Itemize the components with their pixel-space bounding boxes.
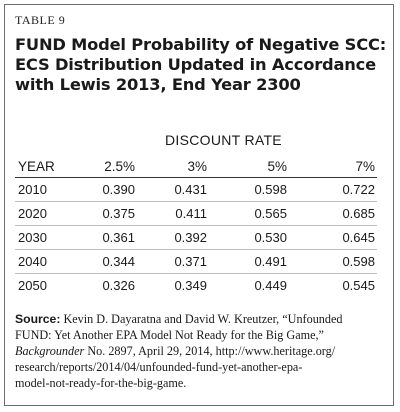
column-header-rate: 5%	[207, 155, 287, 178]
table-row: 2010 0.390 0.431 0.598 0.722	[15, 177, 377, 202]
value-cell: 0.431	[135, 177, 207, 202]
value-cell: 0.685	[287, 201, 377, 226]
value-cell: 0.326	[102, 278, 135, 293]
source-line: FUND: Yet Another EPA Model Not Ready fo…	[15, 328, 324, 342]
column-header-rate: 3%	[135, 155, 207, 178]
table-frame	[4, 4, 394, 406]
source-text: No. 2897, April 29, 2014, http://www.her…	[84, 344, 336, 358]
discount-rate-header: DISCOUNT RATE	[165, 132, 282, 148]
source-line: research/reports/2014/04/unfounded-fund-…	[15, 360, 303, 374]
value-cell: 0.598	[207, 177, 287, 202]
table-row: 2040 0.344 0.371 0.491 0.598	[15, 249, 377, 274]
value-cell: 0.349	[174, 278, 207, 293]
value-cell: 0.565	[207, 201, 287, 226]
year-cell: 2050	[18, 278, 47, 293]
year-cell: 2020	[15, 201, 75, 226]
value-cell: 0.722	[287, 177, 377, 202]
title-line: FUND Model Probability of Negative SCC:	[15, 35, 387, 54]
source-note: Source: Kevin D. Dayaratna and David W. …	[15, 311, 385, 391]
value-cell: 0.598	[287, 249, 377, 274]
title-line: ECS Distribution Updated in Accordance	[15, 55, 376, 74]
table-title: FUND Model Probability of Negative SCC: …	[15, 35, 387, 95]
value-cell: 0.545	[342, 278, 375, 293]
source-label: Source:	[15, 312, 61, 326]
year-cell: 2040	[15, 249, 75, 274]
value-cell: 0.530	[207, 225, 287, 250]
value-cell: 0.392	[135, 225, 207, 250]
table-row: 2050 0.326 0.349 0.449 0.545	[15, 274, 377, 298]
value-cell: 0.344	[75, 249, 135, 274]
table-row: 2030 0.361 0.392 0.530 0.645	[15, 225, 377, 250]
column-header-rate: 2.5%	[75, 155, 135, 178]
table-row: 2020 0.375 0.411 0.565 0.685	[15, 201, 377, 226]
year-cell: 2030	[15, 225, 75, 250]
value-cell: 0.361	[75, 225, 135, 250]
table-number-label: TABLE 9	[15, 13, 66, 27]
value-cell: 0.390	[75, 177, 135, 202]
value-cell: 0.645	[287, 225, 377, 250]
value-cell: 0.375	[75, 201, 135, 226]
source-line: Backgrounder No. 2897, April 29, 2014, h…	[15, 343, 385, 359]
data-table: YEAR 2.5% 3% 5% 7% 2010 0.390 0.431 0.59…	[15, 155, 377, 297]
source-publication: Backgrounder	[15, 344, 85, 358]
title-line: with Lewis 2013, End Year 2300	[15, 75, 301, 94]
header-row: YEAR 2.5% 3% 5% 7%	[15, 155, 377, 178]
value-cell: 0.371	[135, 249, 207, 274]
column-header-year: YEAR	[15, 155, 75, 178]
column-header-rate: 7%	[287, 155, 377, 178]
value-cell: 0.411	[135, 201, 207, 226]
value-cell: 0.491	[207, 249, 287, 274]
source-line: model-not-ready-for-the-big-game.	[15, 376, 187, 390]
value-cell: 0.449	[254, 278, 287, 293]
year-cell: 2010	[15, 177, 75, 202]
source-text: Kevin D. Dayaratna and David W. Kreutzer…	[60, 312, 343, 326]
source-line: Source: Kevin D. Dayaratna and David W. …	[15, 311, 385, 327]
